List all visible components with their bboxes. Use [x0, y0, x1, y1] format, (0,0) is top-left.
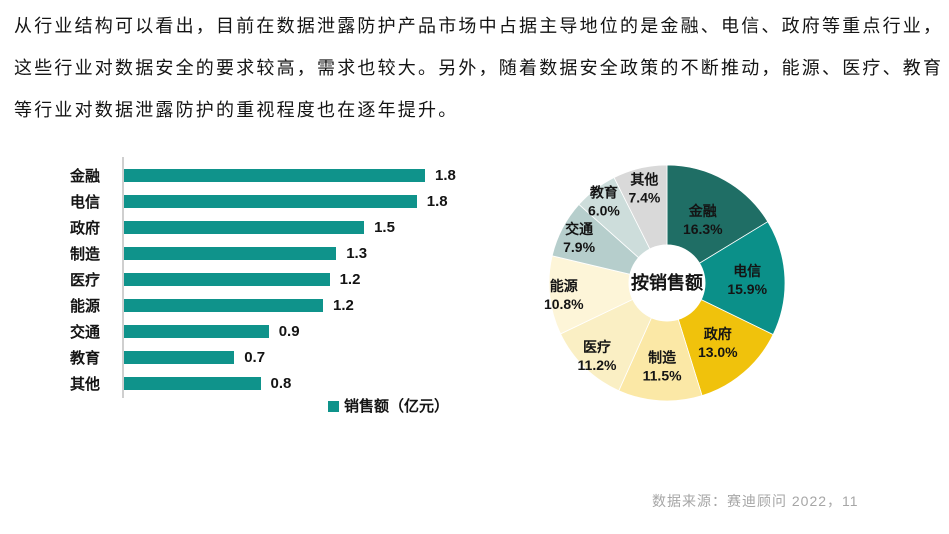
bar-chart-legend: 销售额（亿元）	[328, 395, 449, 416]
donut-chart: 金融16.3%电信15.9%政府13.0%制造11.5%医疗11.2%能源10.…	[520, 133, 840, 433]
bar-value-label: 1.8	[427, 193, 448, 210]
bar-category-label: 其他	[70, 373, 116, 394]
bar-category-label: 交通	[70, 321, 116, 342]
bar-chart-rows: 金融 1.8 电信 1.8 政府 1.5 制造 1.3 医疗 1.2 能源 1.2 交通 0.9 教育 0.7…	[70, 162, 500, 396]
report-page: 从行业结构可以看出，目前在数据泄露防护产品市场中占据主导地位的是金融、电信、政府…	[0, 0, 949, 534]
intro-line-3: 等行业对数据泄露防护的重视程度也在逐年提升。	[14, 89, 944, 131]
legend-label: 销售额（亿元）	[344, 395, 449, 416]
bar-value-label: 1.3	[346, 245, 367, 262]
data-source-note: 数据来源：赛迪顾问 2022，11	[652, 491, 859, 511]
bar	[124, 221, 364, 234]
bar-row: 交通 0.9	[70, 318, 500, 344]
bar-row: 电信 1.8	[70, 188, 500, 214]
bar-category-label: 政府	[70, 217, 116, 238]
bar	[124, 351, 234, 364]
bar-value-label: 1.8	[435, 167, 456, 184]
bar	[124, 169, 425, 182]
bar	[124, 299, 323, 312]
intro-line-1: 从行业结构可以看出，目前在数据泄露防护产品市场中占据主导地位的是金融、电信、政府…	[14, 5, 944, 47]
bar-row: 金融 1.8	[70, 162, 500, 188]
bar-category-label: 电信	[70, 191, 116, 212]
bar-value-label: 1.2	[340, 271, 361, 288]
bar-category-label: 金融	[70, 165, 116, 186]
donut-center-label: 按销售额	[631, 272, 703, 293]
bar-row: 教育 0.7	[70, 344, 500, 370]
bar-row: 政府 1.5	[70, 214, 500, 240]
bar	[124, 247, 336, 260]
intro-line-2: 这些行业对数据安全的要求较高，需求也较大。另外，随着数据安全政策的不断推动，能源…	[14, 47, 944, 89]
bar	[124, 273, 330, 286]
bar-chart: 金融 1.8 电信 1.8 政府 1.5 制造 1.3 医疗 1.2 能源 1.2 交通 0.9 教育 0.7…	[70, 162, 500, 398]
bar-value-label: 0.7	[244, 349, 265, 366]
bar	[124, 325, 269, 338]
bar-category-label: 能源	[70, 295, 116, 316]
bar	[124, 195, 417, 208]
bar-category-label: 教育	[70, 347, 116, 368]
bar-value-label: 1.2	[333, 297, 354, 314]
bar-value-label: 0.9	[279, 323, 300, 340]
bar-row: 其他 0.8	[70, 370, 500, 396]
intro-paragraph: 从行业结构可以看出，目前在数据泄露防护产品市场中占据主导地位的是金融、电信、政府…	[14, 5, 944, 131]
bar-category-label: 制造	[70, 243, 116, 264]
bar-row: 能源 1.2	[70, 292, 500, 318]
bar	[124, 377, 261, 390]
bar-category-label: 医疗	[70, 269, 116, 290]
legend-swatch-icon	[328, 401, 339, 412]
bar-value-label: 0.8	[271, 375, 292, 392]
bar-chart-axis-line	[122, 157, 124, 398]
bar-row: 医疗 1.2	[70, 266, 500, 292]
bar-row: 制造 1.3	[70, 240, 500, 266]
bar-value-label: 1.5	[374, 219, 395, 236]
